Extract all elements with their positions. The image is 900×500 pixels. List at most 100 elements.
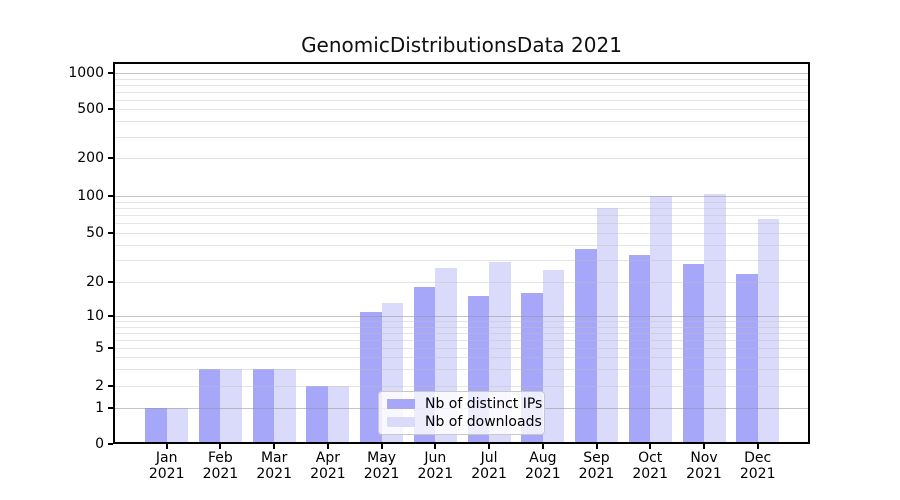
y-tick-5 xyxy=(108,347,113,349)
gridline-minor-70 xyxy=(113,214,810,216)
bar-distinct-ips-oct xyxy=(628,254,651,444)
gridline-minor-6 xyxy=(113,339,810,341)
y-tick-label-2: 2 xyxy=(95,377,104,394)
x-tick-label-jan: Jan 2021 xyxy=(148,450,185,482)
x-tick-nov xyxy=(703,444,705,449)
gridline-minor-90 xyxy=(113,201,810,203)
bar-downloads-mar xyxy=(274,368,296,444)
x-tick-label-nov: Nov 2021 xyxy=(686,450,722,482)
x-tick-may xyxy=(380,444,383,449)
gridline-minor-5 xyxy=(113,348,810,349)
y-tick-1000 xyxy=(108,72,113,75)
x-tick-label-sep: Sep 2021 xyxy=(578,450,615,482)
x-tick-aug xyxy=(541,444,544,449)
legend-label-downloads: Nb of downloads xyxy=(425,414,542,430)
x-tick-label-mar: Mar 2021 xyxy=(256,450,292,482)
bar-downloads-nov xyxy=(704,194,726,444)
gridline-minor-900 xyxy=(113,78,810,80)
x-tick-apr xyxy=(326,444,329,449)
bar-distinct-ips-mar xyxy=(252,368,275,444)
bar-distinct-ips-jan xyxy=(145,407,167,444)
gridline-major-10 xyxy=(113,316,810,318)
x-tick-feb xyxy=(219,444,222,449)
y-tick-2 xyxy=(108,384,113,387)
gridline-minor-2 xyxy=(113,385,810,387)
y-tick-label-200: 200 xyxy=(77,150,104,167)
gridline-major-1000 xyxy=(113,73,810,75)
gridline-minor-7 xyxy=(113,332,810,334)
x-tick-sep xyxy=(595,444,598,449)
bar-downloads-aug xyxy=(542,269,565,444)
legend-entry-distinct-ips: Nb of distinct IPs xyxy=(387,396,542,412)
x-tick-mar xyxy=(273,444,276,449)
y-tick-label-500: 500 xyxy=(77,101,104,118)
legend-entry-downloads: Nb of downloads xyxy=(387,414,542,430)
gridline-minor-700 xyxy=(113,91,810,93)
legend: Nb of distinct IPs Nb of downloads xyxy=(378,391,545,435)
x-tick-label-dec: Dec 2021 xyxy=(739,450,776,482)
gridline-major-100 xyxy=(113,196,810,197)
y-tick-0 xyxy=(108,443,113,445)
x-tick-label-oct: Oct 2021 xyxy=(632,450,668,482)
y-tick-label-20: 20 xyxy=(86,273,104,290)
bar-downloads-sep xyxy=(596,207,618,444)
bar-distinct-ips-feb xyxy=(198,368,221,444)
gridline-minor-9 xyxy=(113,321,810,323)
x-tick-label-jun: Jun 2021 xyxy=(417,450,454,482)
legend-swatch-downloads-icon xyxy=(387,417,415,427)
y-tick-200 xyxy=(108,157,113,160)
y-tick-label-50: 50 xyxy=(86,224,104,241)
legend-label-distinct-ips: Nb of distinct IPs xyxy=(425,396,543,412)
legend-swatch-distinct-ips-icon xyxy=(387,399,415,409)
gridline-minor-8 xyxy=(113,326,810,328)
gridline-minor-3 xyxy=(113,368,810,370)
x-tick-label-aug: Aug 2021 xyxy=(524,450,561,482)
y-tick-1 xyxy=(108,406,113,409)
y-tick-label-1000: 1000 xyxy=(68,65,104,82)
bar-downloads-jan xyxy=(166,407,189,444)
gridline-minor-80 xyxy=(113,207,810,209)
y-tick-10 xyxy=(108,315,113,318)
gridline-minor-200 xyxy=(113,158,810,160)
bar-downloads-oct xyxy=(650,195,672,444)
bar-distinct-ips-apr xyxy=(306,385,328,444)
x-tick-label-may: May 2021 xyxy=(363,450,400,482)
bar-distinct-ips-nov xyxy=(682,263,704,444)
gridline-minor-30 xyxy=(113,260,810,261)
bar-distinct-ips-may xyxy=(360,311,382,444)
gridline-minor-4 xyxy=(113,357,810,359)
x-tick-oct xyxy=(649,444,652,449)
y-tick-100 xyxy=(108,195,113,197)
y-tick-50 xyxy=(108,231,113,234)
bar-downloads-dec xyxy=(757,218,780,444)
y-tick-label-1: 1 xyxy=(95,399,104,416)
chart-title: GenomicDistributionsData 2021 xyxy=(301,33,622,57)
gridline-minor-20 xyxy=(113,281,810,283)
x-tick-jun xyxy=(434,444,437,449)
gridline-minor-300 xyxy=(113,136,810,138)
y-tick-label-100: 100 xyxy=(77,188,104,204)
x-tick-label-feb: Feb 2021 xyxy=(202,450,239,482)
bar-downloads-apr xyxy=(327,385,350,444)
gridline-minor-600 xyxy=(113,99,810,101)
gridline-minor-40 xyxy=(113,244,810,246)
x-tick-jul xyxy=(488,444,491,449)
x-tick-jan xyxy=(165,444,168,449)
bar-downloads-feb xyxy=(220,368,242,444)
bar-distinct-ips-dec xyxy=(736,274,758,444)
y-tick-20 xyxy=(108,280,113,283)
gridline-minor-400 xyxy=(113,121,810,123)
gridline-minor-500 xyxy=(113,109,810,111)
y-tick-label-0: 0 xyxy=(95,436,104,452)
x-tick-label-apr: Apr 2021 xyxy=(310,450,346,482)
x-tick-label-jul: Jul 2021 xyxy=(471,450,507,482)
gridline-minor-800 xyxy=(113,84,810,86)
y-tick-500 xyxy=(108,108,113,111)
bar-distinct-ips-sep xyxy=(575,248,597,444)
plot-area: Nb of distinct IPs Nb of downloads xyxy=(113,62,810,444)
gridline-minor-50 xyxy=(113,232,810,234)
y-tick-label-5: 5 xyxy=(95,340,104,356)
gridline-minor-60 xyxy=(113,223,810,224)
y-tick-label-10: 10 xyxy=(86,308,104,325)
